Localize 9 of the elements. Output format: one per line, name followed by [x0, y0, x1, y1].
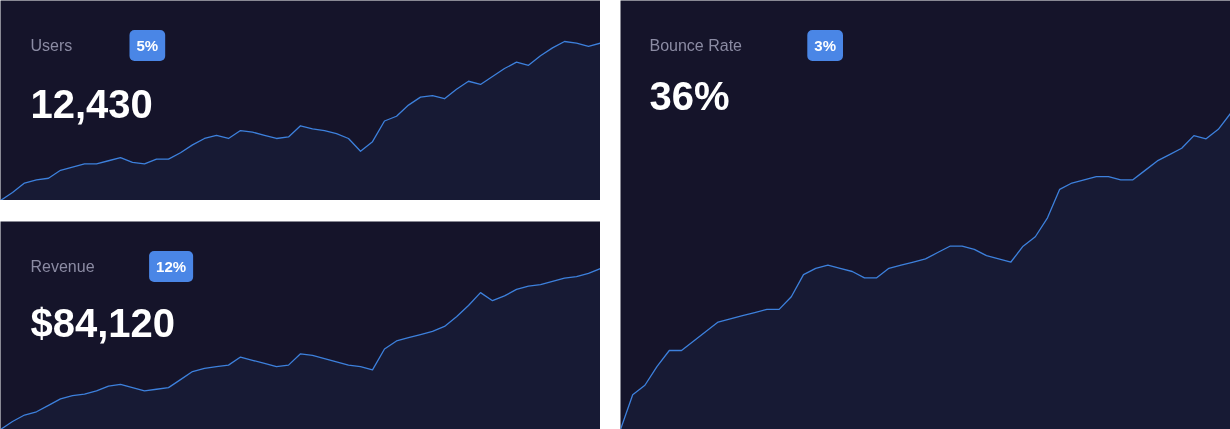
annotation: 5% — [136, 37, 159, 54]
text: $84,120 — [30, 300, 176, 345]
text: 3% — [814, 37, 836, 54]
chart-title: Revenue — [30, 258, 95, 275]
chart-subtitle: 36% — [649, 73, 730, 118]
chart-title: Users — [30, 37, 73, 54]
chart-title: Bounce Rate — [649, 37, 743, 54]
text: 12,430 — [30, 81, 153, 126]
annotation: 12% — [156, 258, 187, 275]
